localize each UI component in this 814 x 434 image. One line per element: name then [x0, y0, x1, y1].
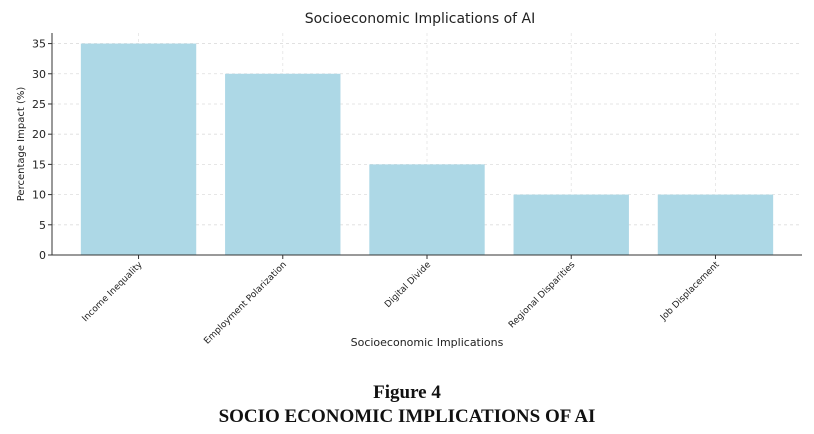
y-tick-label: 15: [32, 158, 46, 171]
y-axis-label: Percentage Impact (%): [16, 87, 27, 202]
y-tick-label: 30: [32, 68, 46, 81]
y-tick-label: 5: [39, 219, 46, 232]
figure-label: Figure 4: [373, 382, 441, 403]
x-tick-label: Job Displacement: [658, 260, 722, 324]
x-tick-label: Digital Divide: [383, 260, 433, 310]
figure-caption: SOCIO ECONOMIC IMPLICATIONS OF AI: [218, 406, 596, 427]
x-tick-label: Regional Disparities: [507, 260, 578, 331]
bar: [80, 43, 197, 256]
bar: [657, 194, 774, 255]
bar: [225, 73, 341, 255]
y-tick-label: 0: [39, 249, 46, 262]
y-tick-label: 35: [32, 38, 46, 51]
chart: Socioeconomic Implications of AI Socioec…: [16, 11, 802, 349]
chart-title: Socioeconomic Implications of AI: [305, 11, 536, 27]
x-tick-label: Income Inequality: [81, 260, 146, 325]
y-tick-label: 10: [32, 189, 46, 202]
y-tick-label: 25: [32, 98, 46, 111]
y-tick-label: 20: [32, 128, 46, 141]
x-tick-label: Employment Polarization: [202, 260, 288, 346]
bar: [513, 194, 629, 255]
x-axis-label: Socioeconomic Implications: [351, 336, 504, 349]
bar: [369, 164, 485, 255]
